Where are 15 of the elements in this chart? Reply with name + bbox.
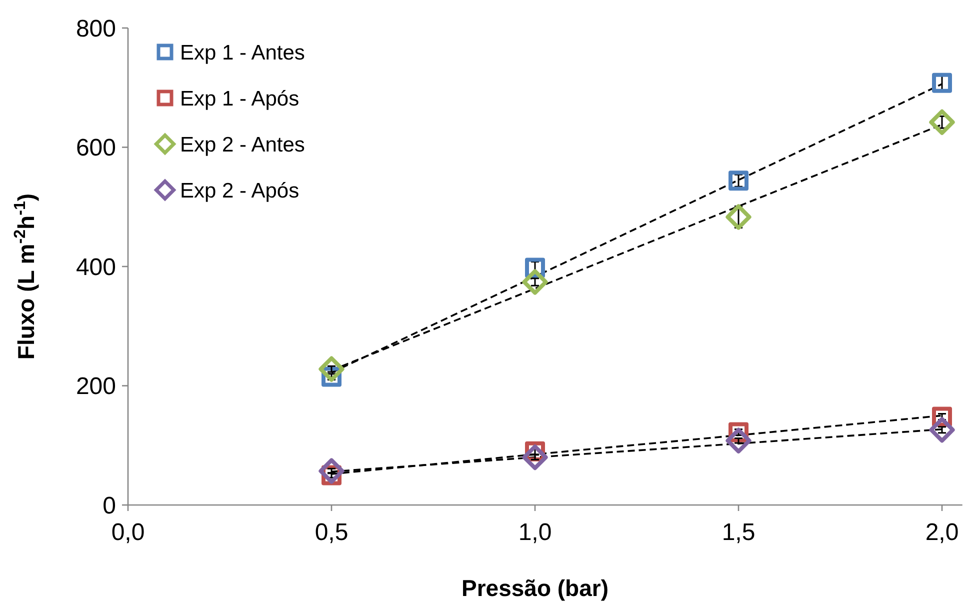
legend-label: Exp 2 - Antes: [180, 133, 305, 156]
x-tick-label: 2,0: [925, 519, 959, 546]
x-tick-label: 0,5: [314, 519, 348, 546]
x-axis-title: Pressão (bar): [461, 575, 609, 601]
y-tick-label: 400: [76, 254, 116, 281]
x-tick-label: 1,0: [518, 519, 552, 546]
legend-label: Exp 1 - Antes: [180, 41, 305, 64]
y-tick-label: 800: [76, 15, 116, 42]
legend-label: Exp 1 - Após: [180, 87, 300, 110]
y-tick-label: 0: [102, 492, 116, 520]
y-tick-label: 200: [76, 373, 116, 400]
legend-label: Exp 2 - Após: [180, 179, 300, 202]
x-tick-label: 1,5: [722, 519, 756, 546]
y-tick-label: 600: [76, 134, 116, 162]
x-tick-label: 0,0: [111, 519, 145, 546]
